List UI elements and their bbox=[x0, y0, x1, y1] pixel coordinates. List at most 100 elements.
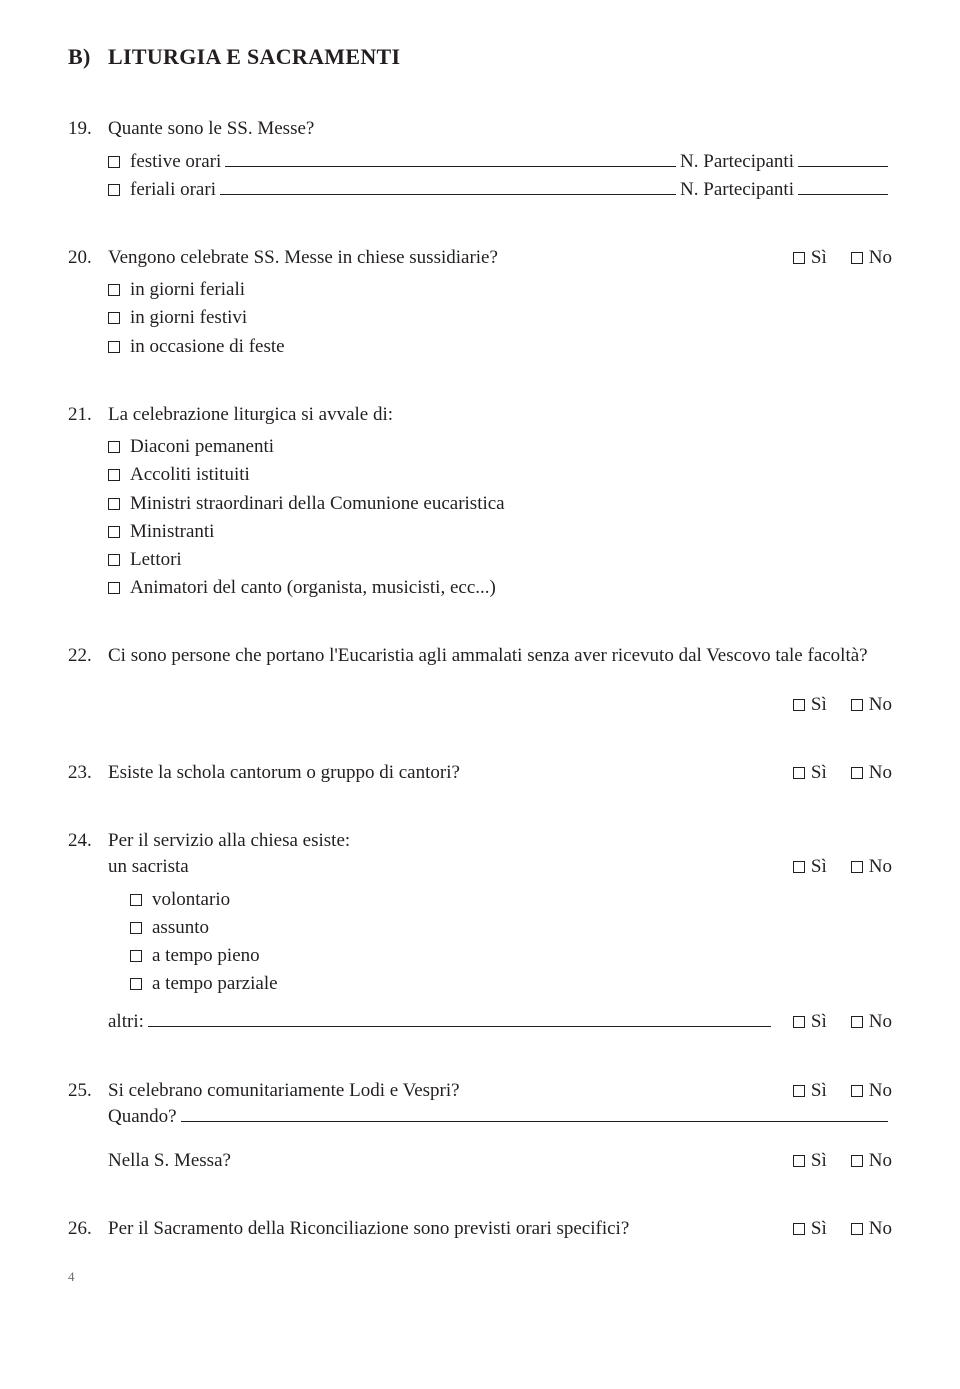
blank-line[interactable] bbox=[220, 178, 676, 195]
q24-opt: volontario bbox=[152, 887, 230, 913]
checkbox-si[interactable] bbox=[793, 767, 805, 779]
checkbox[interactable] bbox=[108, 554, 120, 566]
question-19: 19. Quante sono le SS. Messe? festive or… bbox=[68, 116, 892, 203]
checkbox[interactable] bbox=[108, 469, 120, 481]
checkbox-si[interactable] bbox=[793, 1085, 805, 1097]
checkbox[interactable] bbox=[108, 526, 120, 538]
q26-number: 26. bbox=[68, 1216, 108, 1242]
question-23: 23. Esiste la schola cantorum o gruppo d… bbox=[68, 760, 892, 786]
q26-text: Per il Sacramento della Riconciliazione … bbox=[108, 1216, 629, 1242]
blank-line[interactable] bbox=[798, 178, 888, 195]
label-no: No bbox=[869, 1009, 892, 1035]
checkbox-si[interactable] bbox=[793, 1155, 805, 1167]
q20-opt: in occasione di feste bbox=[130, 334, 285, 360]
q19-opt2-label-b: N. Partecipanti bbox=[680, 177, 794, 203]
checkbox-si[interactable] bbox=[793, 1223, 805, 1235]
checkbox[interactable] bbox=[130, 978, 142, 990]
label-no: No bbox=[869, 1078, 892, 1104]
checkbox[interactable] bbox=[108, 498, 120, 510]
checkbox-no[interactable] bbox=[851, 252, 863, 264]
q25-sub2: Nella S. Messa? bbox=[108, 1148, 231, 1174]
question-21: 21. La celebrazione liturgica si avvale … bbox=[68, 402, 892, 602]
section-heading: B) LITURGIA E SACRAMENTI bbox=[68, 42, 892, 72]
checkbox-si[interactable] bbox=[793, 699, 805, 711]
label-si: Sì bbox=[811, 1009, 827, 1035]
label-si: Sì bbox=[811, 692, 827, 718]
blank-line[interactable] bbox=[148, 1010, 771, 1027]
yes-no-group: Sì No bbox=[787, 1216, 892, 1242]
q24-opt: assunto bbox=[152, 915, 209, 941]
checkbox[interactable] bbox=[108, 312, 120, 324]
q22-number: 22. bbox=[68, 643, 108, 669]
yes-no-group: Sì No bbox=[787, 245, 892, 271]
blank-line[interactable] bbox=[225, 149, 676, 166]
checkbox[interactable] bbox=[130, 894, 142, 906]
checkbox[interactable] bbox=[130, 950, 142, 962]
page-number: 4 bbox=[68, 1268, 892, 1286]
checkbox-no[interactable] bbox=[851, 1155, 863, 1167]
checkbox[interactable] bbox=[108, 341, 120, 353]
checkbox[interactable] bbox=[108, 184, 120, 196]
question-20: 20. Vengono celebrate SS. Messe in chies… bbox=[68, 245, 892, 360]
label-si: Sì bbox=[811, 760, 827, 786]
checkbox[interactable] bbox=[108, 441, 120, 453]
q20-number: 20. bbox=[68, 245, 108, 271]
checkbox[interactable] bbox=[130, 922, 142, 934]
blank-line[interactable] bbox=[181, 1105, 888, 1122]
checkbox-no[interactable] bbox=[851, 1085, 863, 1097]
label-no: No bbox=[869, 760, 892, 786]
checkbox-si[interactable] bbox=[793, 252, 805, 264]
question-26: 26. Per il Sacramento della Riconciliazi… bbox=[68, 1216, 892, 1242]
q19-number: 19. bbox=[68, 116, 108, 142]
label-si: Sì bbox=[811, 1078, 827, 1104]
q24-text: Per il servizio alla chiesa esiste: bbox=[108, 828, 892, 854]
blank-line[interactable] bbox=[798, 149, 888, 166]
label-no: No bbox=[869, 1148, 892, 1174]
q25-sub1: Quando? bbox=[108, 1104, 177, 1130]
question-24: 24. Per il servizio alla chiesa esiste: … bbox=[68, 828, 892, 1036]
checkbox-no[interactable] bbox=[851, 1016, 863, 1028]
checkbox-si[interactable] bbox=[793, 1016, 805, 1028]
q21-number: 21. bbox=[68, 402, 108, 428]
label-si: Sì bbox=[811, 854, 827, 880]
q24-altri-label: altri: bbox=[108, 1009, 144, 1035]
q24-number: 24. bbox=[68, 828, 108, 854]
yes-no-group: Sì No bbox=[787, 692, 892, 718]
checkbox-no[interactable] bbox=[851, 699, 863, 711]
q21-opt: Accoliti istituiti bbox=[130, 462, 250, 488]
q25-number: 25. bbox=[68, 1078, 108, 1104]
checkbox-no[interactable] bbox=[851, 1223, 863, 1235]
q20-opt: in giorni feriali bbox=[130, 277, 245, 303]
yes-no-group: Sì No bbox=[787, 1078, 892, 1104]
q20-text: Vengono celebrate SS. Messe in chiese su… bbox=[108, 245, 498, 271]
checkbox-no[interactable] bbox=[851, 861, 863, 873]
checkbox[interactable] bbox=[108, 156, 120, 168]
heading-text: LITURGIA E SACRAMENTI bbox=[108, 44, 400, 69]
q24-opt: a tempo pieno bbox=[152, 943, 260, 969]
yes-no-group: Sì No bbox=[787, 760, 892, 786]
label-si: Sì bbox=[811, 1216, 827, 1242]
q21-opt: Animatori del canto (organista, musicist… bbox=[130, 575, 496, 601]
checkbox[interactable] bbox=[108, 284, 120, 296]
q25-text: Si celebrano comunitariamente Lodi e Ves… bbox=[108, 1078, 460, 1104]
checkbox[interactable] bbox=[108, 582, 120, 594]
q19-opt1-label-b: N. Partecipanti bbox=[680, 149, 794, 175]
q24-sub1: un sacrista bbox=[108, 854, 189, 880]
q21-text: La celebrazione liturgica si avvale di: bbox=[108, 402, 892, 428]
q21-opt: Ministri straordinari della Comunione eu… bbox=[130, 491, 505, 517]
checkbox-si[interactable] bbox=[793, 861, 805, 873]
q19-opt1-label-a: festive orari bbox=[130, 149, 221, 175]
q19-opt2-label-a: feriali orari bbox=[130, 177, 216, 203]
q20-opt: in giorni festivi bbox=[130, 305, 247, 331]
label-no: No bbox=[869, 854, 892, 880]
checkbox-no[interactable] bbox=[851, 767, 863, 779]
question-25: 25. Si celebrano comunitariamente Lodi e… bbox=[68, 1078, 892, 1175]
q19-text: Quante sono le SS. Messe? bbox=[108, 116, 892, 142]
q23-number: 23. bbox=[68, 760, 108, 786]
label-no: No bbox=[869, 245, 892, 271]
label-si: Sì bbox=[811, 1148, 827, 1174]
q23-text: Esiste la schola cantorum o gruppo di ca… bbox=[108, 760, 460, 786]
label-no: No bbox=[869, 692, 892, 718]
yes-no-group: Sì No bbox=[787, 1148, 892, 1174]
q21-opt: Lettori bbox=[130, 547, 182, 573]
